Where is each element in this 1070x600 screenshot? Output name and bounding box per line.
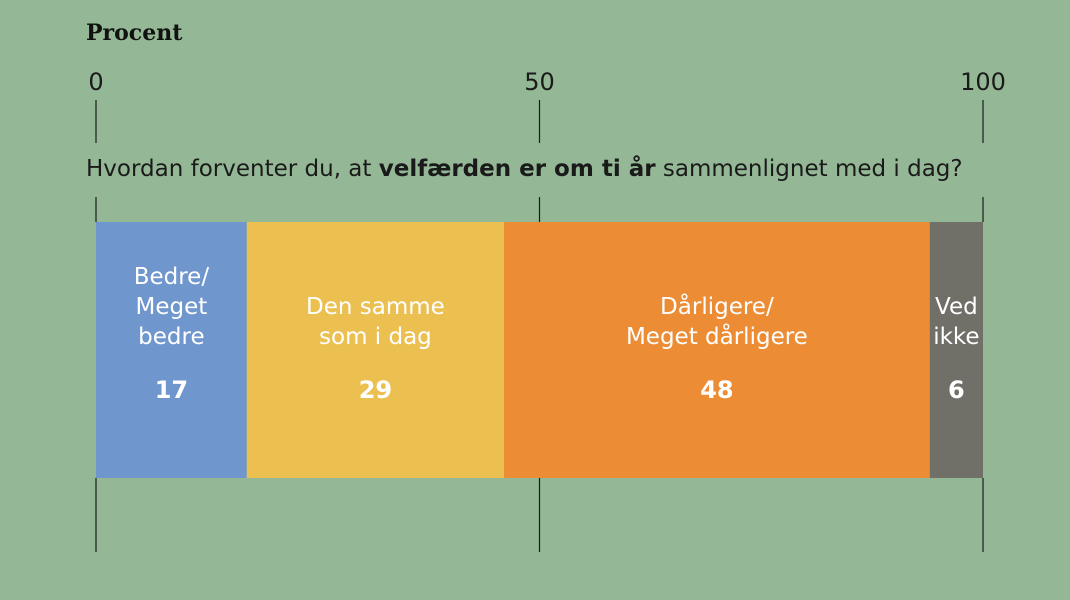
segment-label: Ved ikke — [933, 292, 979, 352]
segment-label: Dårligere/Meget dårligere — [626, 292, 808, 352]
x-tick-label: 0 — [88, 68, 104, 96]
x-tick-label: 100 — [960, 68, 1006, 96]
segment-label-line: Den samme — [305, 294, 445, 320]
bar-segment — [246, 222, 505, 478]
question-emphasis: velfærden er om ti år — [378, 156, 656, 182]
chart-question: Hvordan forventer du, at velfærden er om… — [86, 156, 963, 182]
segment-label: Den samme som i dag — [306, 292, 445, 352]
segment-label: Bedre/Meget bedre — [134, 262, 209, 352]
bar-segment — [96, 222, 247, 478]
bar-segment — [504, 222, 930, 478]
segment-value: 17 — [154, 376, 189, 404]
segment-value: 6 — [948, 376, 965, 404]
bar-segment — [929, 222, 983, 478]
segment-label-line: Ved — [935, 294, 978, 320]
question-suffix: sammenlignet med i dag? — [655, 156, 963, 182]
segment-label-line: som i dag — [319, 324, 432, 350]
question-prefix: Hvordan forventer du, at — [86, 156, 379, 182]
unit-label: Procent — [86, 20, 183, 46]
x-tick-label: 50 — [524, 68, 555, 96]
segment-label-line: Dårligere/ — [660, 294, 774, 320]
segment-label-line: Meget — [135, 294, 208, 320]
segment-label-line: Bedre/ — [133, 264, 210, 290]
segment-label-line: bedre — [138, 324, 205, 350]
segment-value: 29 — [358, 376, 393, 404]
segment-label-line: ikke — [933, 324, 980, 350]
segment-label-line: Meget dårligere — [625, 324, 808, 350]
segment-value: 48 — [700, 376, 734, 404]
